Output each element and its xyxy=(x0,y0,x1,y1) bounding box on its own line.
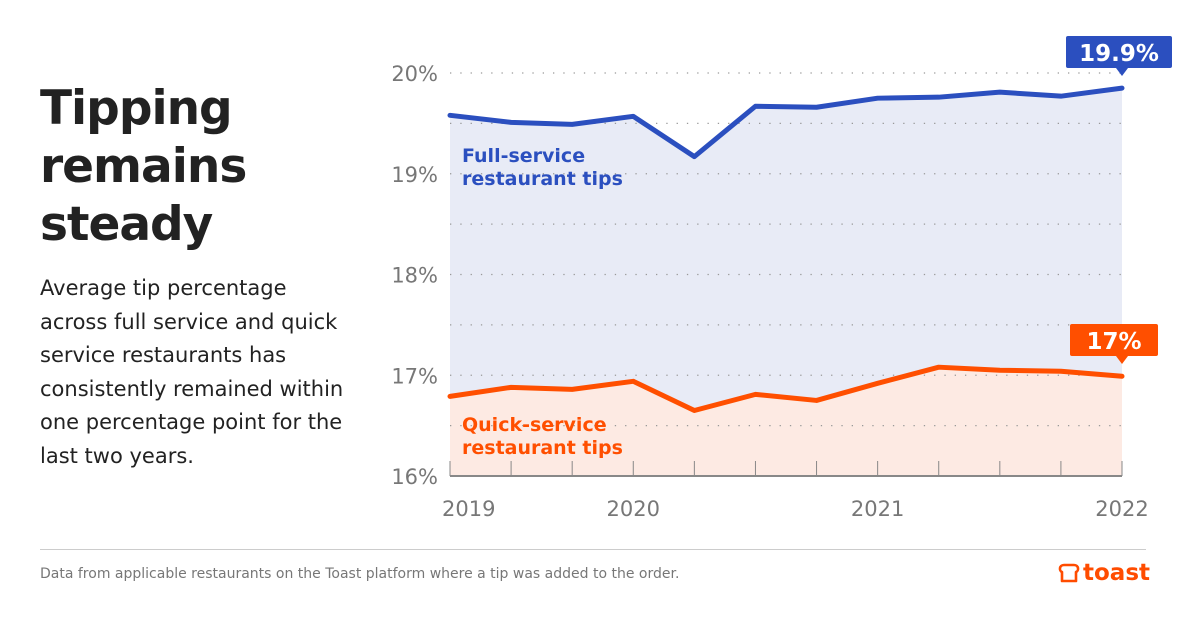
title-line: steady xyxy=(40,197,213,252)
subtitle: Average tip percentage across full servi… xyxy=(40,276,344,468)
x-tick-label: 2019 xyxy=(442,497,495,521)
x-tick-label: 2020 xyxy=(607,497,660,521)
quick-service-label-line: Quick-service xyxy=(462,414,607,436)
quick-service-end-label-pointer xyxy=(1116,356,1128,364)
y-tick-label: 16% xyxy=(391,465,438,489)
toast-logo: toast xyxy=(1058,560,1150,586)
tip-chart: 16% 17% 18% 19% 20% 2019 2020 2021 2022 Full-serv… xyxy=(391,36,1172,521)
quick-service-area xyxy=(450,367,1122,476)
title-line: Tipping xyxy=(40,81,233,136)
y-tick-label: 19% xyxy=(391,163,438,187)
page-title: Tipping remains steady xyxy=(40,80,247,254)
title-line: remains xyxy=(40,139,247,194)
logo-text: toast xyxy=(1083,560,1151,586)
toast-bread-icon xyxy=(1058,563,1080,583)
full-service-end-label-pointer xyxy=(1116,68,1128,76)
x-tick-label: 2022 xyxy=(1095,497,1148,521)
full-service-line xyxy=(447,85,1125,160)
full-service-label-line: Full-service xyxy=(462,145,585,167)
footnote: Data from applicable restaurants on the … xyxy=(40,566,680,582)
divider xyxy=(40,549,1146,550)
y-tick-label: 17% xyxy=(391,364,438,388)
quick-service-line xyxy=(447,364,1125,414)
full-service-label-line: restaurant tips xyxy=(462,168,623,190)
quick-service-label-line: restaurant tips xyxy=(462,437,623,459)
y-tick-label: 20% xyxy=(391,62,438,86)
quick-service-end-label-value: 17% xyxy=(1086,329,1141,355)
quick-service-end-label-box xyxy=(1070,324,1158,356)
x-tick-label: 2021 xyxy=(851,497,904,521)
full-service-end-label-box xyxy=(1066,36,1172,68)
full-service-end-label-value: 19.9% xyxy=(1079,41,1159,67)
y-tick-label: 18% xyxy=(391,264,438,288)
